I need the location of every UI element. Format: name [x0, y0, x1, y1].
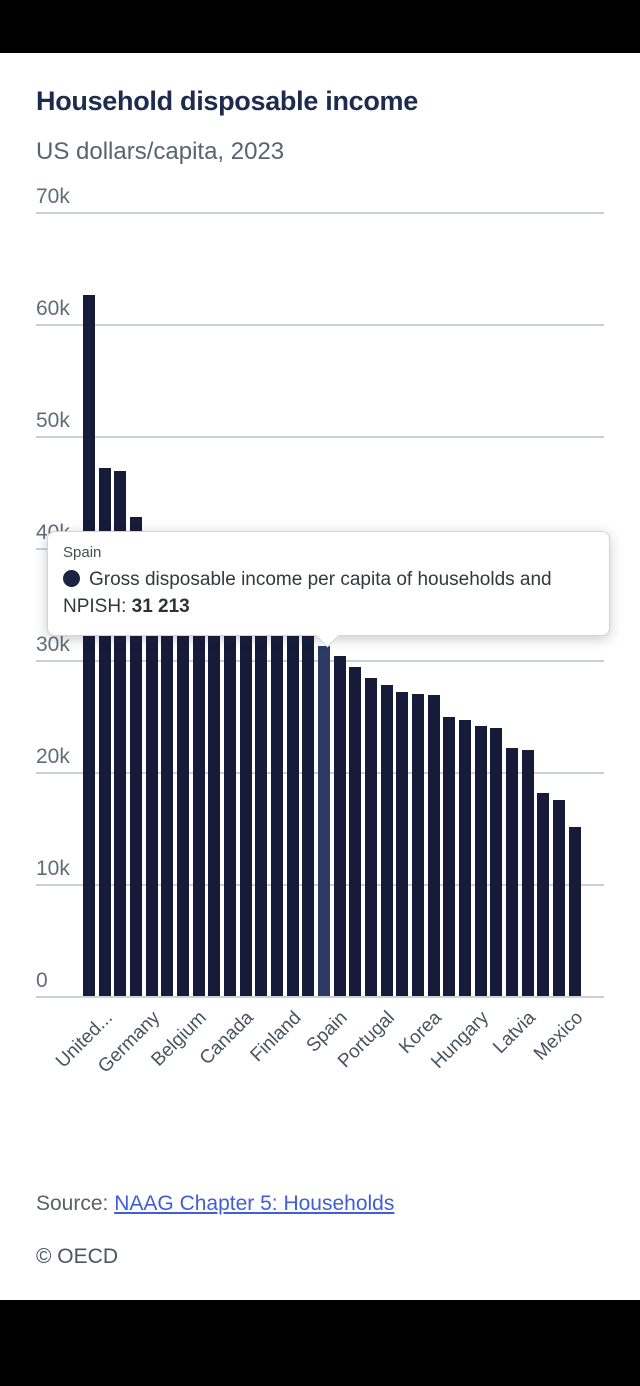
bar-32[interactable] [568, 826, 581, 996]
tooltip-country-label: Spain [63, 544, 102, 561]
bar-12[interactable] [255, 598, 268, 996]
bar-15[interactable] [302, 634, 315, 996]
tooltip-series-label: Gross disposable income per capita of ho… [63, 569, 552, 617]
chart-title: Household disposable income [36, 86, 418, 116]
gridline-70k [36, 212, 604, 214]
bar-8[interactable] [192, 559, 205, 996]
bar-1-united[interactable] [83, 294, 95, 996]
bar-29[interactable] [521, 749, 534, 996]
bar-9[interactable] [208, 568, 221, 996]
tooltip-pointer [315, 623, 340, 648]
bar-5[interactable] [145, 536, 158, 996]
bar-13-finland[interactable] [271, 609, 284, 996]
bar-28-latvia[interactable] [506, 748, 519, 996]
navigation-bar [0, 1300, 640, 1386]
status-bar [0, 0, 640, 53]
bar-30[interactable] [537, 793, 550, 996]
bar-20[interactable] [380, 684, 393, 996]
source-prefix: Source: [36, 1192, 109, 1215]
gridline-0 [36, 996, 604, 998]
bar-6[interactable] [161, 544, 174, 996]
bar-23[interactable] [427, 694, 440, 996]
tooltip: Spain Gross disposable income per capita… [47, 531, 610, 648]
bar-7-belgium[interactable] [177, 551, 190, 996]
bar-25-hungary[interactable] [459, 720, 472, 996]
y-axis-label-50k: 50k [36, 409, 70, 432]
bar-16-spain-highlighted[interactable] [318, 646, 331, 996]
x-axis-label-finland: Finland [246, 1007, 306, 1067]
bar-14[interactable] [286, 621, 299, 996]
bar-17[interactable] [333, 655, 346, 996]
bar-24[interactable] [443, 717, 456, 996]
source-link[interactable]: NAAG Chapter 5: Households [114, 1192, 395, 1215]
bar-21[interactable] [396, 692, 409, 996]
chart-subtitle: US dollars/capita, 2023 [36, 138, 285, 165]
tooltip-value: 31 213 [131, 596, 190, 617]
bar-4-germany[interactable] [130, 516, 142, 996]
y-axis-label-0: 0 [36, 969, 48, 992]
y-axis-label-20k: 20k [36, 745, 70, 768]
bar-22-korea[interactable] [412, 693, 425, 996]
tooltip-series-line: Gross disposable income per capita of ho… [63, 566, 599, 620]
bar-18[interactable] [349, 666, 362, 996]
y-axis-label-60k: 60k [36, 297, 70, 320]
x-axis-label-mexico: Mexico [529, 1007, 588, 1065]
bar-10-canada[interactable] [224, 576, 237, 996]
series-marker-circle-icon [63, 570, 80, 587]
bar-19-portugal[interactable] [365, 677, 378, 996]
y-axis-label-30k: 30k [36, 633, 70, 656]
bar-11[interactable] [239, 587, 252, 996]
copyright-label: © OECD [36, 1245, 118, 1268]
bar-27[interactable] [490, 728, 503, 996]
bar-31-mexico[interactable] [553, 800, 566, 996]
y-axis-label-70k: 70k [36, 185, 70, 208]
y-axis-label-10k: 10k [36, 857, 70, 880]
bar-26[interactable] [474, 726, 487, 996]
gridline-60k [36, 324, 604, 326]
source-row: Source: NAAG Chapter 5: Households [36, 1192, 394, 1216]
gridline-50k [36, 436, 604, 438]
